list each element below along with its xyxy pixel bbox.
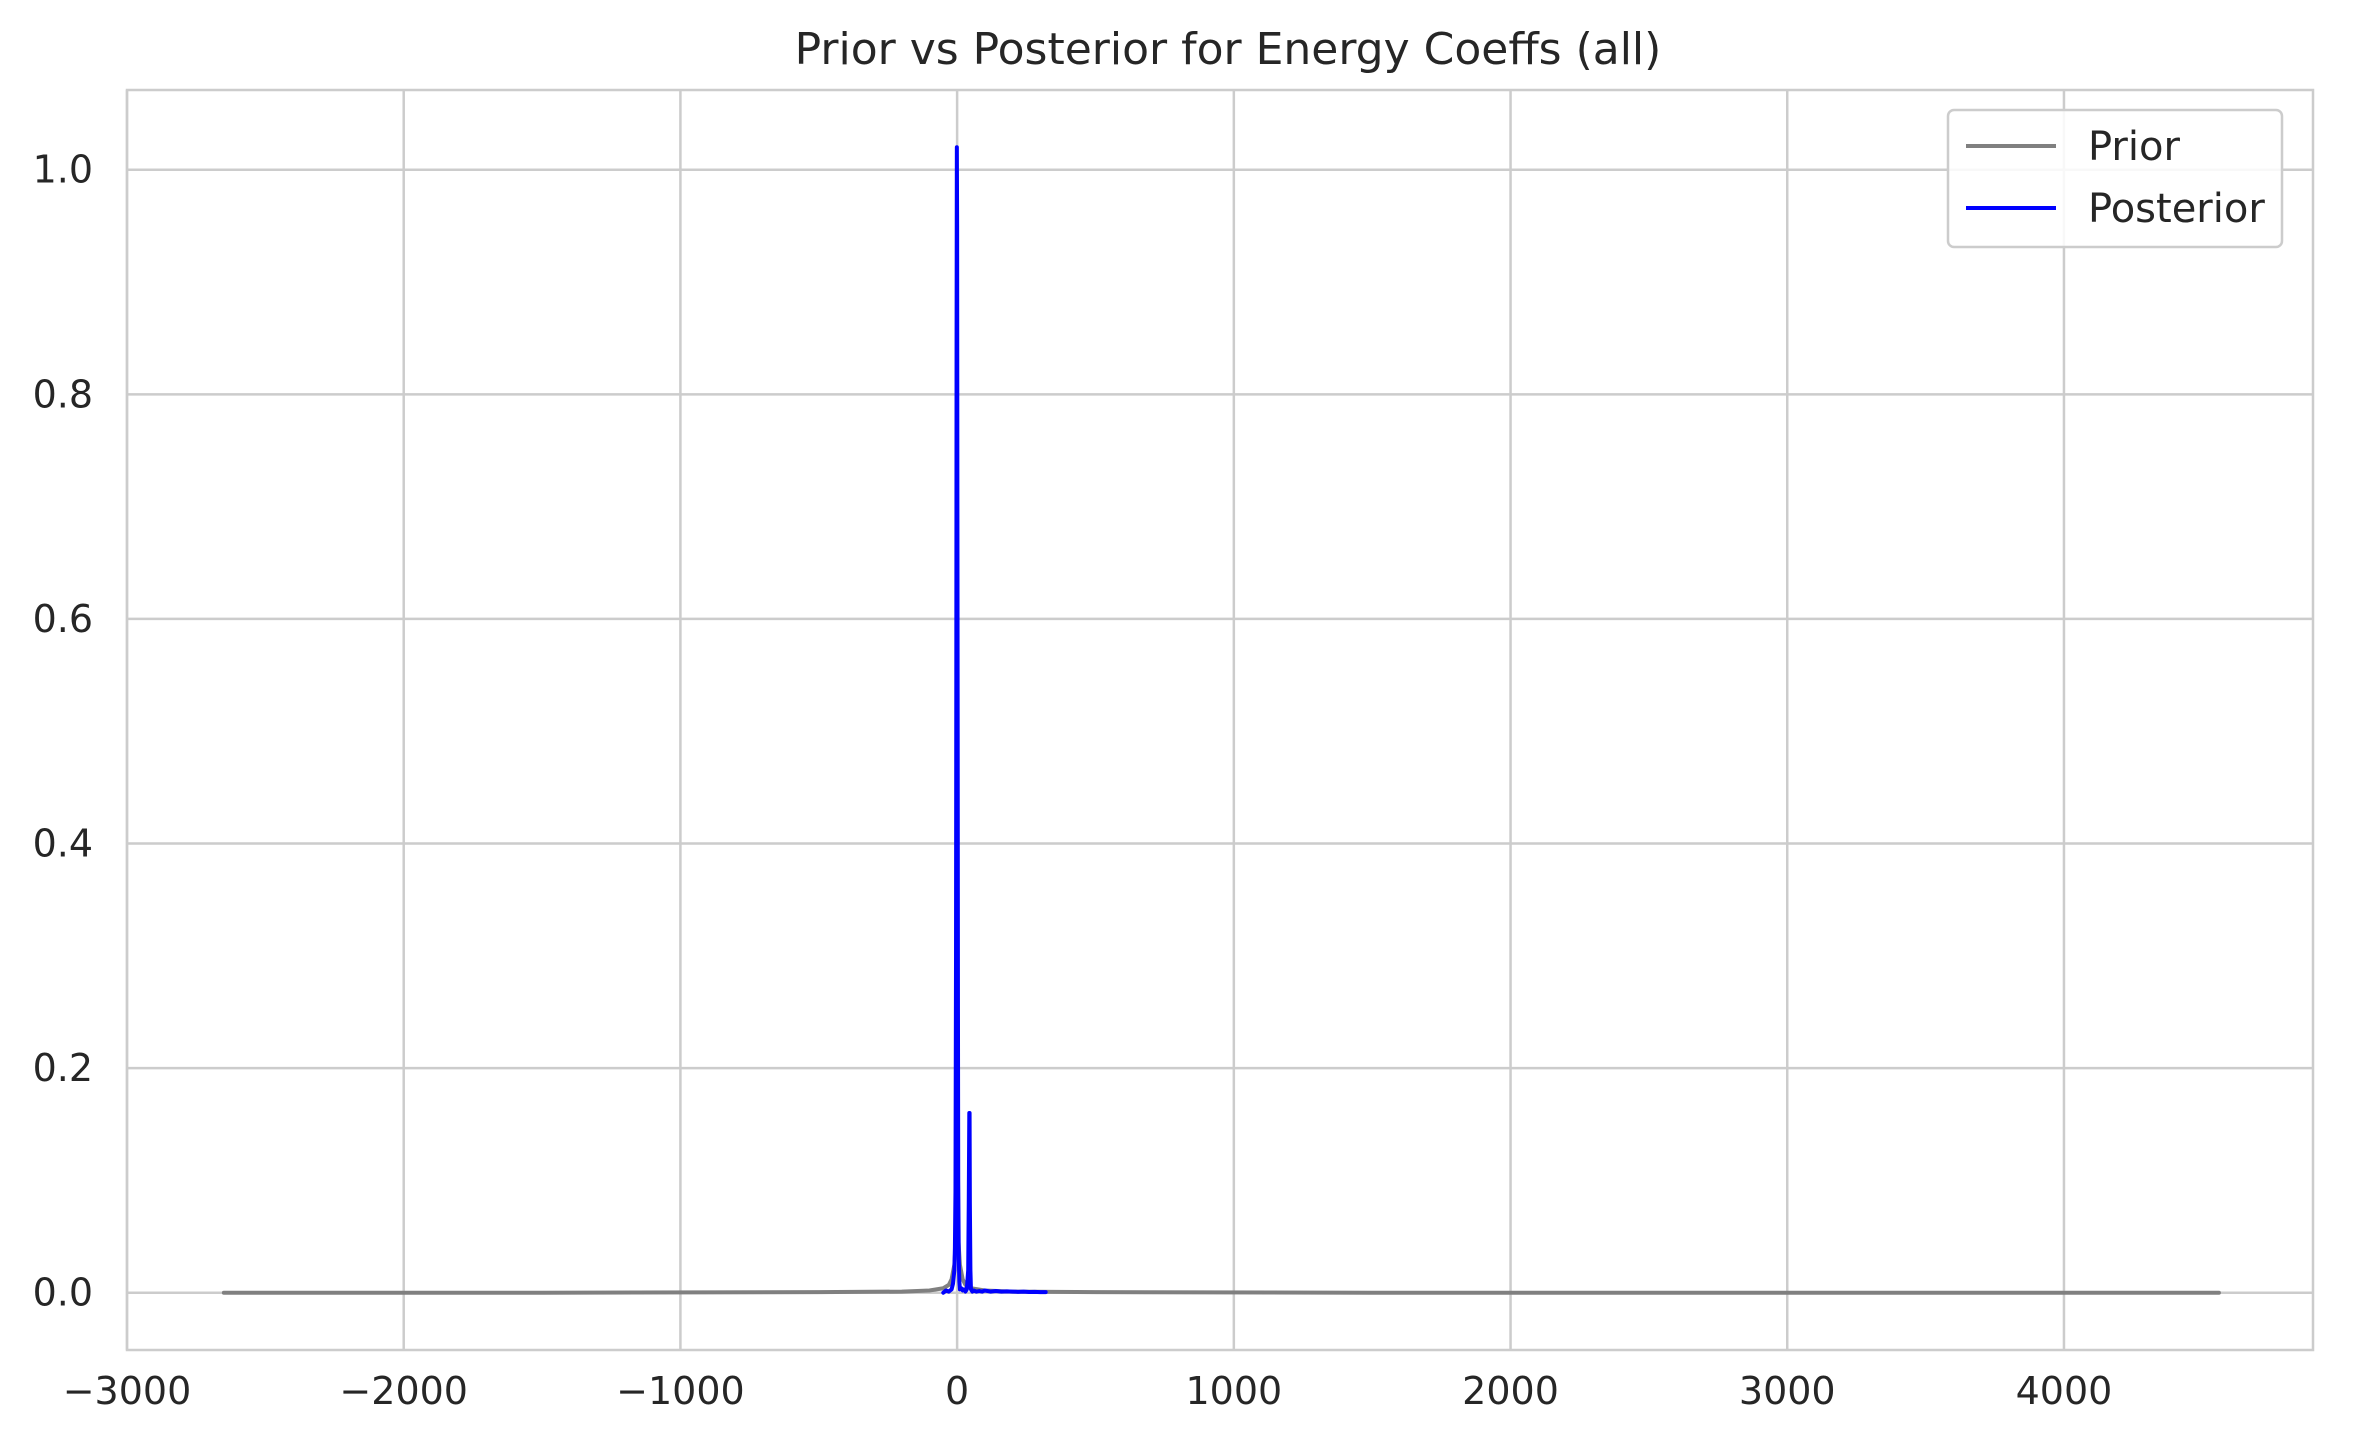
y-tick-label: 0.8 [33, 372, 93, 416]
x-tick-label: 1000 [1185, 1369, 1282, 1413]
y-tick-label: 1.0 [33, 148, 93, 192]
x-tick-label: 2000 [1462, 1369, 1559, 1413]
series-line-prior [221, 1223, 2221, 1295]
y-tick-label: 0.4 [33, 822, 93, 866]
y-tick-label: 0.6 [33, 597, 93, 641]
y-tick-label: 0.0 [33, 1271, 93, 1315]
x-tick-label: −2000 [339, 1369, 468, 1413]
series-layer [221, 145, 2221, 1295]
chart-title: Prior vs Posterior for Energy Coeffs (al… [795, 24, 1662, 75]
plot-area-frame [125, 88, 2315, 1352]
legend-label: Posterior [2088, 186, 2265, 232]
x-tick-label: −3000 [63, 1369, 192, 1413]
y-tick-label: 0.2 [33, 1046, 93, 1090]
series-line-posterior [941, 145, 1048, 1295]
x-tick-label: −1000 [616, 1369, 745, 1413]
tick-label-layer: −3000 −2000 −1000 0 1000 2000 3000 4000 0.0 0.2 0.… [33, 148, 2113, 1413]
legend: Prior Posterior [1946, 108, 2284, 249]
x-tick-label: 4000 [2016, 1369, 2113, 1413]
grid-layer [125, 90, 2313, 1350]
legend-label: Prior [2088, 124, 2180, 170]
x-tick-label: 3000 [1739, 1369, 1836, 1413]
x-tick-label: 0 [945, 1369, 969, 1413]
